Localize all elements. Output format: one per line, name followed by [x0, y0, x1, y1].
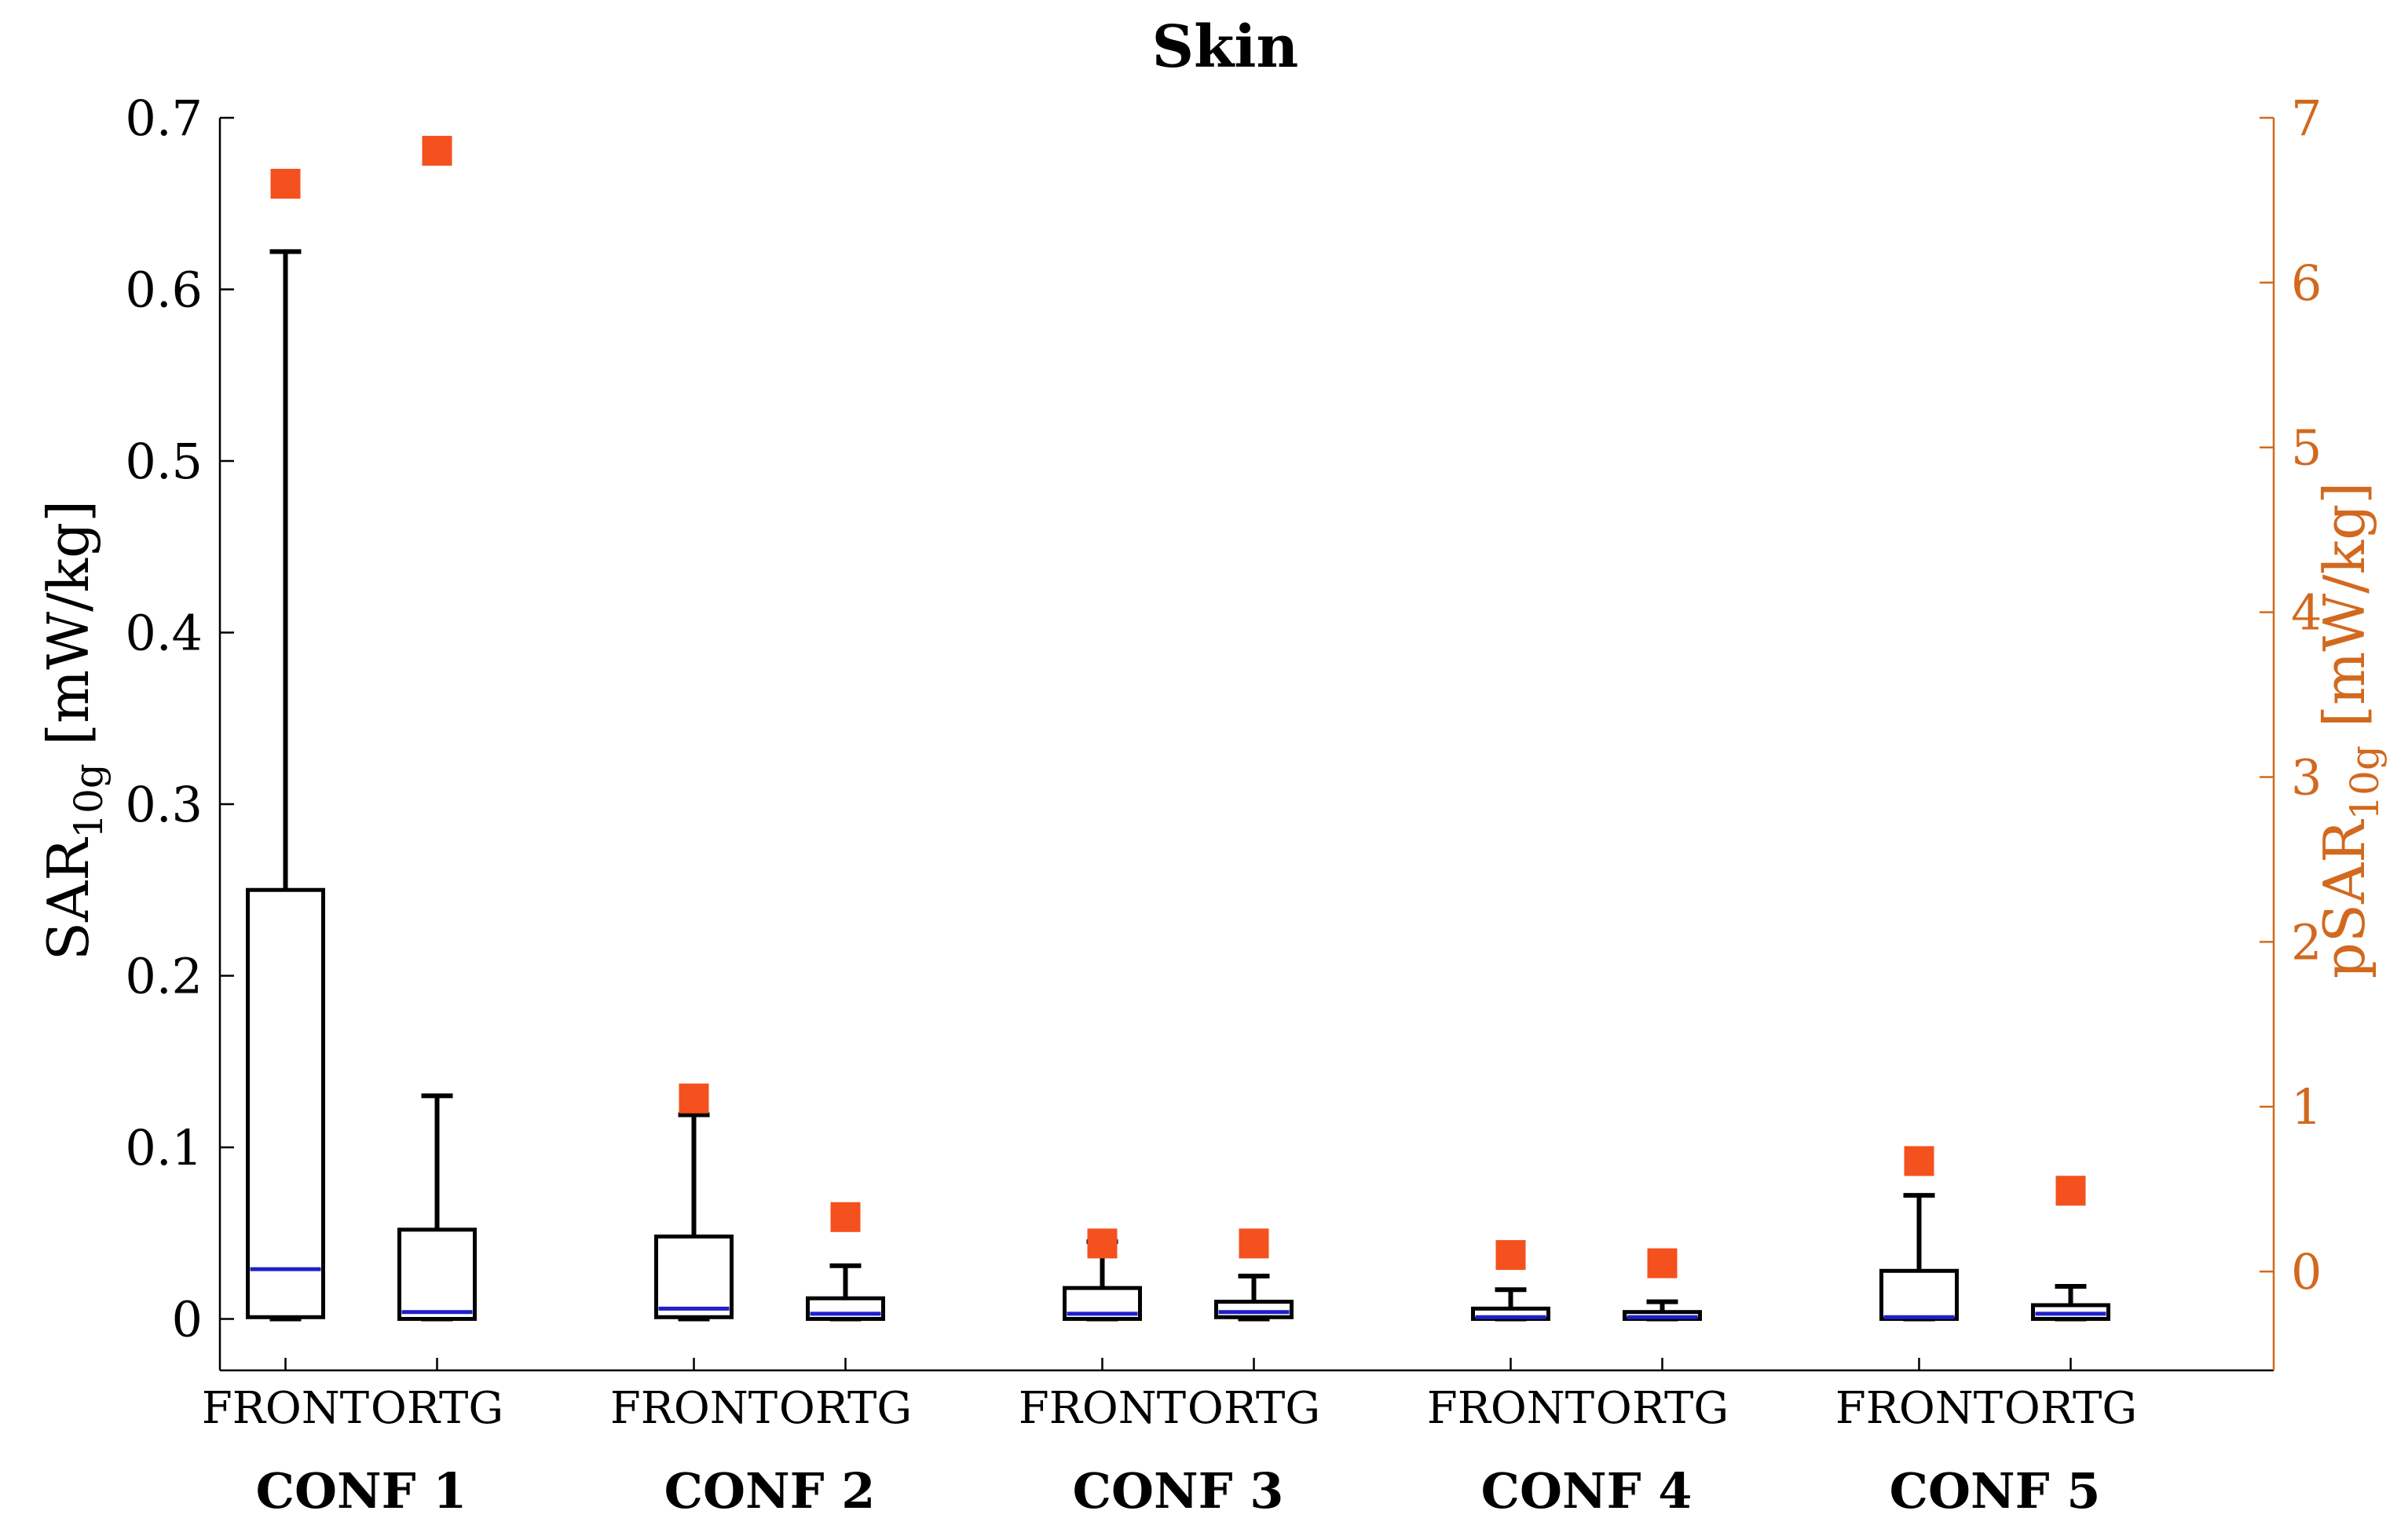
position-label: FRONT — [1835, 1383, 2003, 1434]
box-iqr — [806, 1296, 885, 1321]
y-left-tick-label: 0.4 — [125, 604, 203, 661]
y-right-tick-label: 2 — [2291, 913, 2322, 971]
psar-marker — [830, 1202, 861, 1232]
psar-marker — [270, 168, 301, 199]
psar-marker — [679, 1083, 709, 1114]
y-axis-left-label: SAR10g [mW/kg] — [35, 500, 112, 961]
position-label: ORTG — [1188, 1383, 1320, 1434]
y-right-label-unit: [mW/kg] — [2311, 482, 2377, 745]
box-iqr — [1879, 1268, 1959, 1321]
group-label: CONF 4 — [1481, 1462, 1693, 1520]
y-left-label-sub: 10g — [66, 763, 112, 839]
position-label: FRONT — [202, 1383, 369, 1434]
category-labels: FRONT ORTG FRONT ORTG FRONT ORTG FRONT ORTG FRON… — [202, 1383, 2137, 1520]
psar-marker — [2055, 1176, 2086, 1206]
chart-title: Skin — [1152, 13, 1299, 81]
position-label: FRONT — [1427, 1383, 1594, 1434]
psar-marker — [1239, 1228, 1269, 1259]
psar-marker — [1495, 1240, 1526, 1271]
y-right-label-main: pSAR — [2311, 819, 2377, 979]
y-left-label-main: SAR — [35, 837, 101, 960]
psar-marker — [1087, 1228, 1118, 1259]
box-conf3-front — [1063, 1228, 1142, 1322]
box-conf2-ortg — [806, 1202, 885, 1322]
y-right-tick-label: 5 — [2291, 419, 2322, 477]
psar-marker — [422, 135, 452, 166]
box-iqr — [246, 887, 325, 1319]
box-conf1-ortg — [397, 135, 477, 1322]
svg-text:pSAR10g [mW/kg]: pSAR10g [mW/kg] — [2311, 482, 2388, 979]
y-right-tick-label: 6 — [2291, 254, 2322, 312]
box-conf4-front — [1471, 1240, 1550, 1322]
psar-marker — [1647, 1248, 1678, 1278]
position-label: ORTG — [1596, 1383, 1729, 1434]
y-left-tick-label: 0.1 — [125, 1119, 203, 1176]
group-label: CONF 1 — [256, 1462, 467, 1520]
box-conf3-ortg — [1214, 1228, 1294, 1322]
psar-marker — [1904, 1146, 1934, 1176]
box-conf5-ortg — [2031, 1176, 2110, 1322]
box-iqr — [397, 1227, 477, 1321]
y-left-tick-label: 0.7 — [125, 90, 203, 147]
y-left-tick-label: 0.5 — [125, 433, 203, 490]
box-conf5-front — [1879, 1146, 1959, 1322]
y-left-tick-label: 0 — [172, 1290, 203, 1348]
group-label: CONF 5 — [1890, 1462, 2101, 1520]
y-left-label-unit: [mW/kg] — [35, 500, 101, 763]
box-iqr — [654, 1235, 734, 1319]
y-right-tick-label: 0 — [2291, 1243, 2322, 1300]
position-label: ORTG — [779, 1383, 912, 1434]
y-right-tick-label: 4 — [2291, 584, 2322, 642]
axes: 0 0.1 0.2 0.3 0.4 0.5 0.6 0.7 0 1 2 3 4 5 6 7 — [125, 90, 2322, 1372]
box-conf4-ortg — [1623, 1248, 1702, 1322]
y-right-tick-label: 1 — [2291, 1078, 2322, 1136]
group-label: CONF 3 — [1073, 1462, 1284, 1520]
box-iqr — [1214, 1300, 1294, 1319]
plot-marks — [246, 135, 2110, 1322]
box-conf1-front — [246, 168, 325, 1322]
position-label: FRONT — [1019, 1383, 1186, 1434]
position-label: FRONT — [610, 1383, 778, 1434]
y-axis-right-label: pSAR10g [mW/kg] — [2311, 482, 2388, 979]
y-right-label-sub: 10g — [2342, 745, 2388, 821]
position-label: ORTG — [2004, 1383, 2137, 1434]
group-label: CONF 2 — [664, 1462, 876, 1520]
y-left-tick-label: 0.3 — [125, 776, 203, 833]
y-left-tick-label: 0.6 — [125, 261, 203, 318]
y-left-tick-label: 0.2 — [125, 947, 203, 1004]
position-label: ORTG — [371, 1383, 503, 1434]
y-right-tick-label: 3 — [2291, 748, 2322, 806]
svg-text:SAR10g [mW/kg]: SAR10g [mW/kg] — [35, 500, 112, 961]
box-conf2-front — [654, 1083, 734, 1322]
y-right-tick-label: 7 — [2291, 90, 2322, 147]
